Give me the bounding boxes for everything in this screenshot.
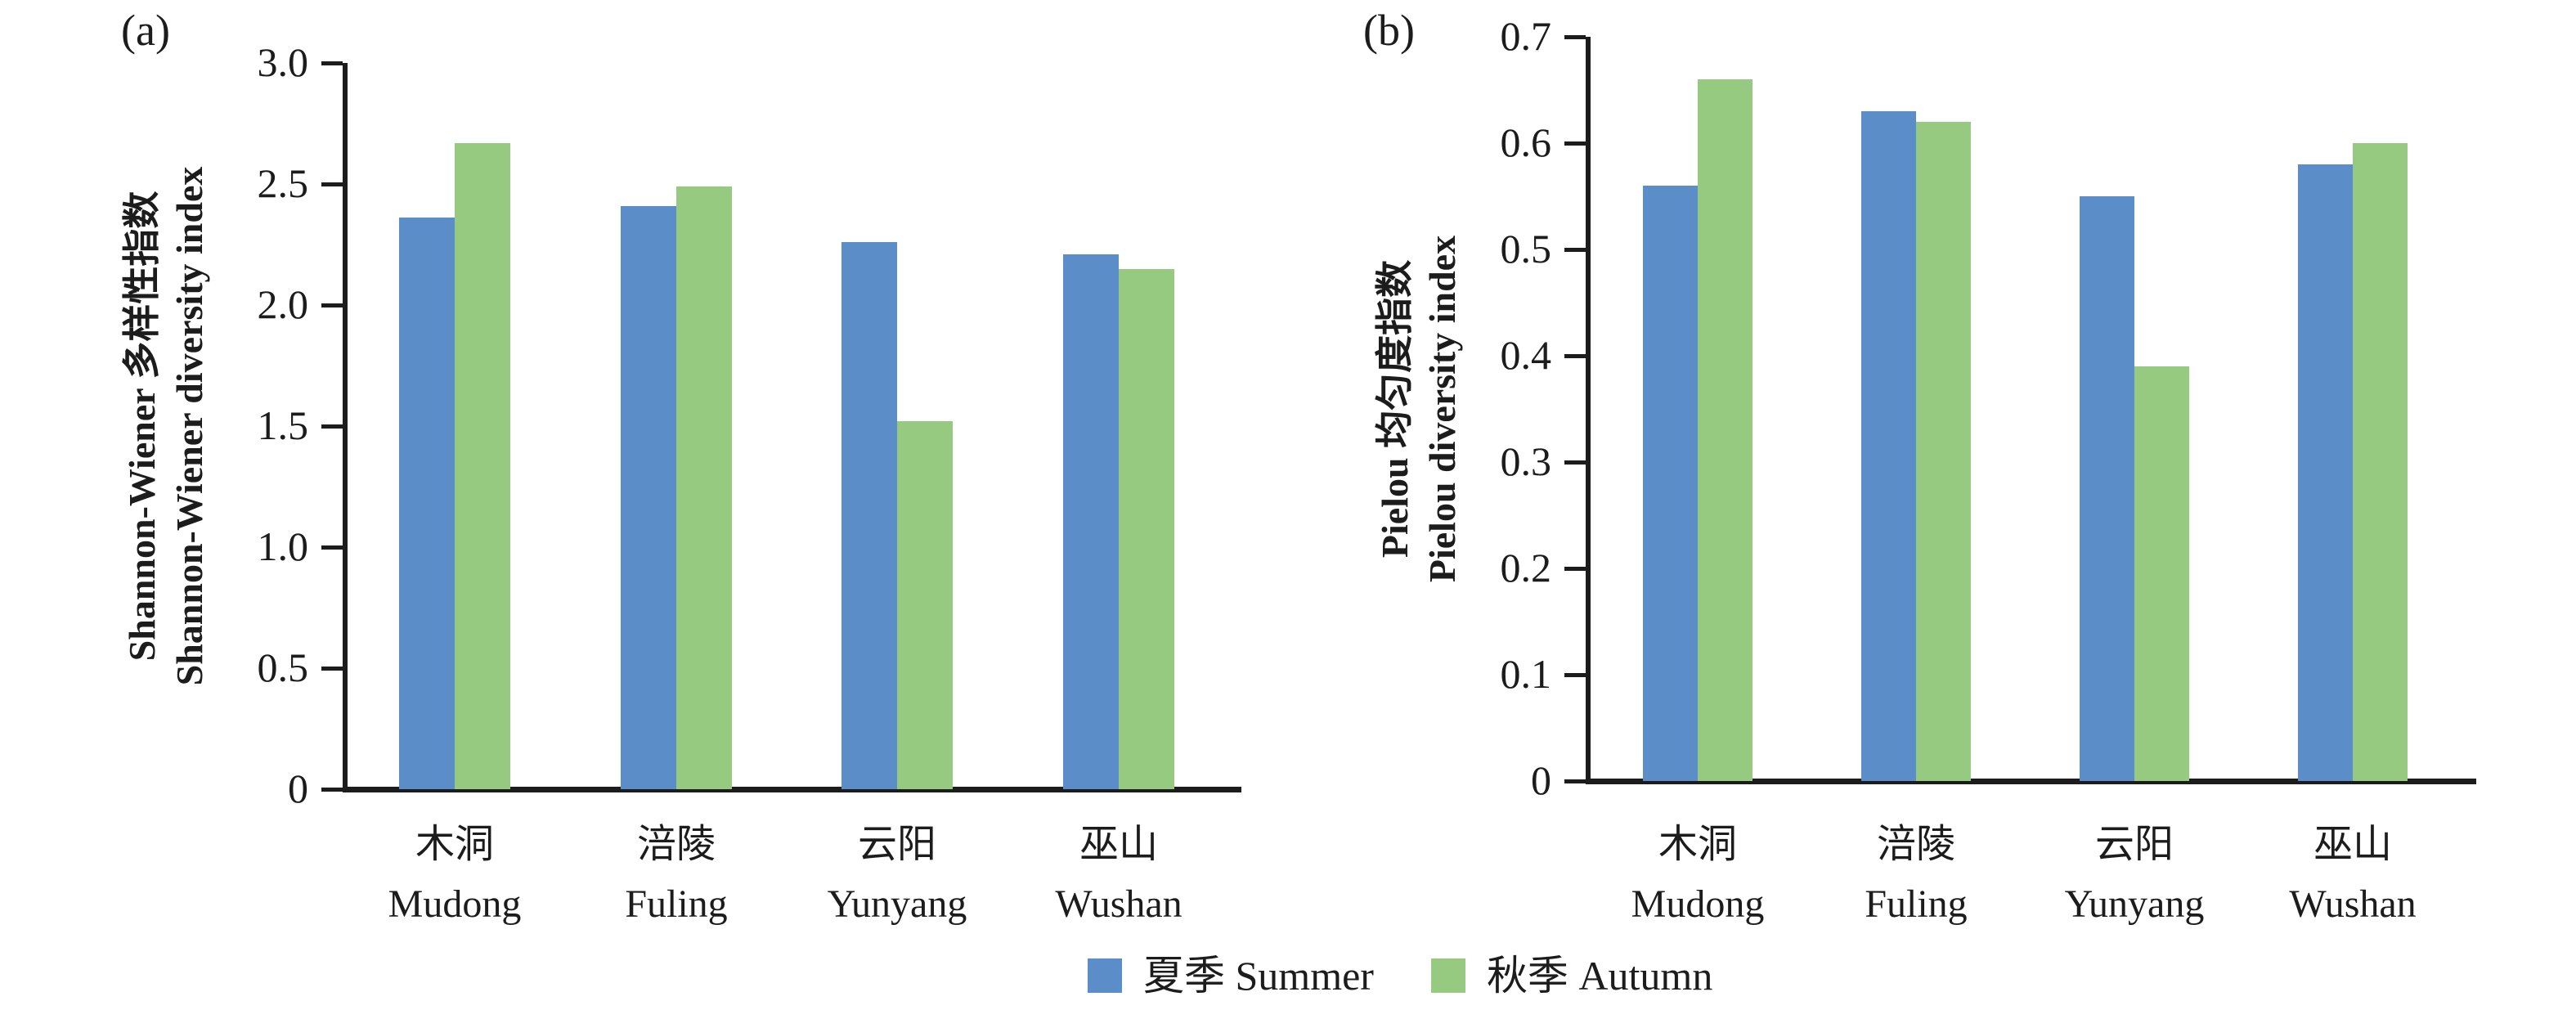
y-tick-mark [1564, 567, 1586, 571]
panel-label-b: (b) [1363, 6, 1415, 55]
y-tick-mark [1564, 248, 1586, 252]
x-category-label-fuling: 涪陵 Fuling [1865, 823, 1968, 926]
y-tick-mark [321, 182, 343, 186]
autumn-color-swatch-icon [1430, 958, 1465, 993]
summer-color-swatch-icon [1088, 958, 1122, 993]
y-axis-line [1586, 37, 1591, 784]
y-axis-title: Shannon-Wiener 多样性指数 Shannon-Wiener diver… [121, 166, 210, 686]
bar-summer-mudong [1643, 186, 1698, 781]
y-tick-mark [1564, 354, 1586, 358]
y-tick-label: 0.1 [1500, 651, 1552, 697]
y-tick-mark [1564, 141, 1586, 146]
chart-legend: 夏季 Summer 秋季 Autumn [1088, 955, 1712, 996]
y-tick-label: 0.3 [1500, 438, 1552, 484]
bar-summer-fuling [621, 206, 676, 789]
x-category-label-wushan: 巫山 Wushan [1055, 823, 1183, 926]
x-category-label-mudong: 木洞 Mudong [1631, 823, 1765, 926]
y-tick-label: 1.5 [257, 402, 309, 448]
bar-summer-yunyang [841, 242, 897, 789]
y-tick-mark [1564, 779, 1586, 783]
bar-autumn-yunyang [2134, 366, 2189, 781]
y-tick-mark [1564, 460, 1586, 465]
legend-label-autumn: 秋季 Autumn [1486, 953, 1713, 999]
y-tick-label: 0.7 [1500, 13, 1552, 59]
bar-summer-wushan [2298, 164, 2353, 781]
y-tick-mark [1564, 673, 1586, 677]
y-tick-label: 1.0 [257, 523, 309, 569]
y-tick-label: 0.6 [1500, 119, 1552, 165]
x-category-label-yunyang: 云阳 Yunyang [2064, 823, 2205, 926]
bar-autumn-wushan [2353, 143, 2408, 781]
y-tick-label: 0.4 [1500, 332, 1552, 378]
y-tick-label: 0.5 [1500, 226, 1552, 272]
y-tick-mark [1564, 35, 1586, 39]
bar-autumn-wushan [1119, 269, 1174, 789]
bar-summer-mudong [399, 218, 455, 789]
legend-label-summer: 夏季 Summer [1143, 953, 1374, 999]
x-category-label-fuling: 涪陵 Fuling [625, 823, 728, 926]
bar-summer-fuling [1861, 111, 1916, 781]
y-tick-mark [321, 788, 343, 792]
x-category-label-yunyang: 云阳 Yunyang [827, 823, 967, 926]
y-tick-label: 2.0 [257, 281, 309, 327]
y-tick-label: 2.5 [257, 160, 309, 206]
x-axis-line [343, 787, 1241, 792]
y-tick-label: 0.2 [1500, 545, 1552, 590]
y-tick-label: 0 [1531, 757, 1551, 803]
panel-label-a: (a) [121, 6, 170, 55]
bar-autumn-fuling [676, 186, 732, 789]
y-tick-mark [321, 303, 343, 307]
legend-item-summer: 夏季 Summer [1088, 955, 1374, 996]
y-tick-mark [321, 667, 343, 671]
bar-autumn-mudong [1698, 79, 1752, 781]
y-tick-label: 3.0 [257, 39, 309, 85]
legend-item-autumn: 秋季 Autumn [1430, 953, 1713, 999]
bar-autumn-fuling [1916, 122, 1971, 781]
x-category-label-mudong: 木洞 Mudong [388, 823, 522, 926]
y-tick-mark [321, 61, 343, 65]
bar-autumn-yunyang [897, 421, 953, 789]
bar-summer-yunyang [2080, 196, 2134, 781]
y-tick-label: 0.5 [257, 644, 309, 690]
bar-autumn-mudong [455, 143, 510, 789]
bar-summer-wushan [1063, 254, 1119, 789]
x-category-label-wushan: 巫山 Wushan [2289, 823, 2417, 926]
x-axis-line [1586, 779, 2476, 784]
y-tick-label: 0 [288, 765, 308, 811]
y-tick-mark [321, 545, 343, 550]
y-axis-line [343, 63, 348, 792]
y-axis-title: Pielou 均匀度指数 Pielou diversity index [1374, 235, 1463, 583]
y-tick-mark [321, 424, 343, 429]
